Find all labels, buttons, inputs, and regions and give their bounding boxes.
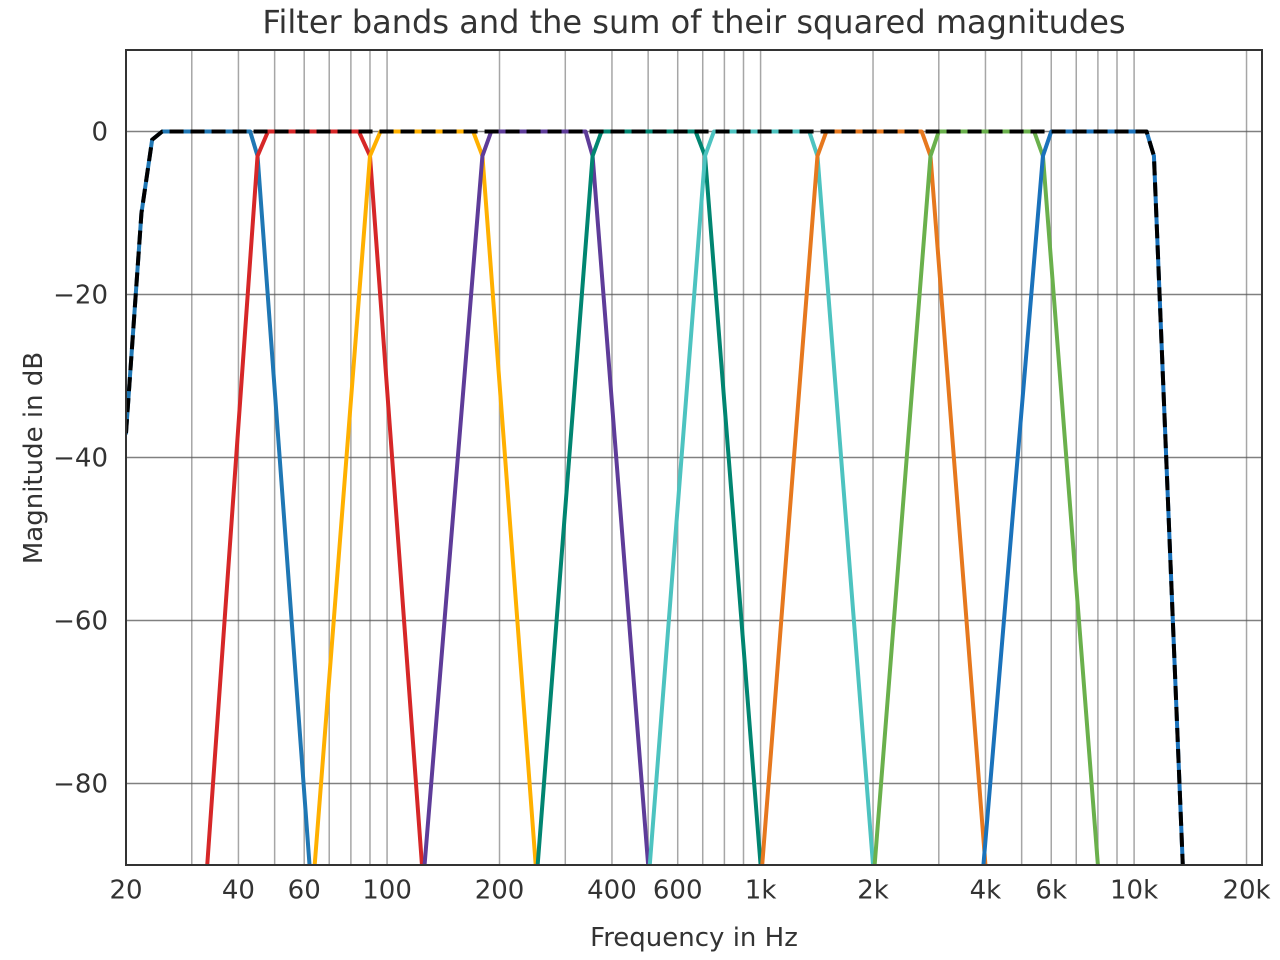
x-tick-label: 10k: [1110, 875, 1158, 905]
x-tick-label: 2k: [857, 875, 889, 905]
x-axis-label: Frequency in Hz: [590, 923, 798, 953]
series-line-5: [535, 129, 763, 865]
plot-frame: [125, 49, 1263, 866]
x-tick-labels: 20 40 60 100 200 400 600 1k 2k 4k 6k 10k 20k: [109, 875, 1270, 905]
y-tick-labels: 0 −20 −40 −60 −80: [53, 118, 108, 800]
x-tick-label: 20k: [1222, 875, 1270, 905]
series-lines: [126, 129, 1185, 865]
y-tick-label: −60: [53, 607, 108, 637]
series-line-2: [205, 129, 424, 865]
y-tick-label: −40: [53, 444, 108, 474]
y-axis-label: Magnitude in dB: [19, 352, 49, 564]
y-tick-label: −20: [53, 281, 108, 311]
x-tick-label: 6k: [1035, 875, 1067, 905]
x-tick-label: 400: [587, 875, 637, 905]
x-tick-label: 20: [109, 875, 142, 905]
x-tick-label: 60: [288, 875, 321, 905]
x-tick-label: 4k: [970, 875, 1002, 905]
y-tick-label: −80: [53, 770, 108, 800]
chart-title: Filter bands and the sum of their square…: [262, 3, 1125, 41]
x-tick-label: 1k: [745, 875, 777, 905]
series-line-8: [872, 129, 1100, 865]
grid-lines: [125, 50, 1262, 865]
x-tick-label: 40: [222, 875, 255, 905]
x-tick-label: 600: [653, 875, 703, 905]
x-tick-label: 100: [362, 875, 412, 905]
x-tick-label: 200: [475, 875, 525, 905]
sum-squared-magnitude-line: [126, 129, 1185, 865]
y-tick-label: 0: [91, 118, 108, 148]
